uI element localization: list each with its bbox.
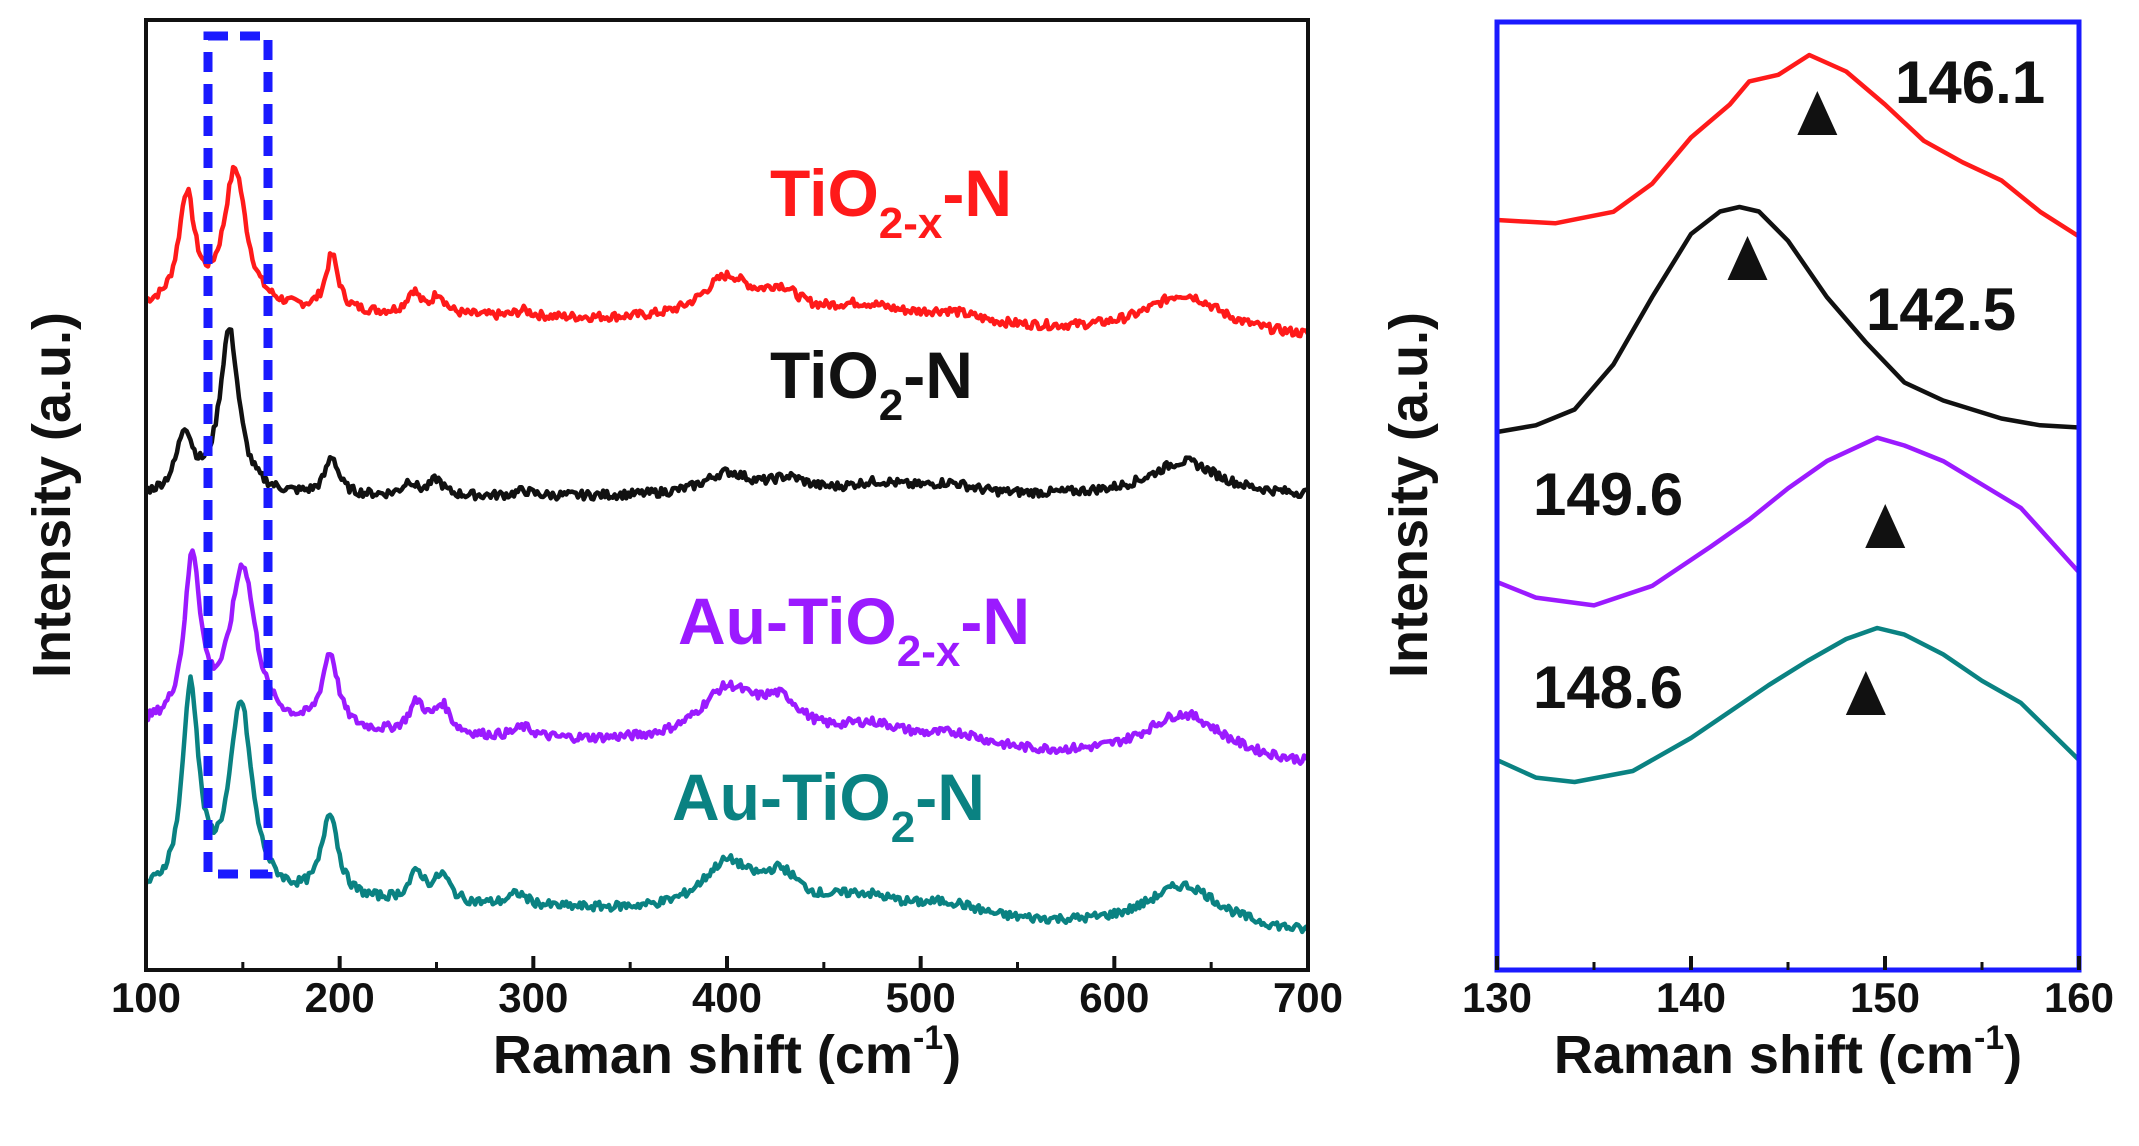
series-label-tio2x-n: TiO2-x-N	[770, 156, 1012, 248]
left-x-tick-label-6: 700	[1273, 974, 1343, 1021]
left-x-tick-label-2: 300	[498, 974, 568, 1021]
left-x-tick-label-3: 400	[692, 974, 762, 1021]
left-x-tick-label-1: 200	[305, 974, 375, 1021]
peak-markers	[1727, 91, 1906, 715]
left-x-ticks: 100 200 300 400 500 600 700	[111, 956, 1343, 1021]
right-x-tick-label-0: 130	[1462, 974, 1532, 1021]
left-panel: 100 200 300 400 500 600 700 Intensity (a.u.) R…	[22, 18, 1343, 1085]
peak-marker-triangle-icon	[1845, 671, 1886, 715]
right-x-tick-label-1: 140	[1656, 974, 1726, 1021]
right-y-axis-title: Intensity (a.u.)	[1379, 312, 1439, 678]
highlight-box	[203, 31, 273, 879]
right-x-axis-title: Raman shift (cm-1)	[1554, 1019, 2022, 1085]
series-label-au-tio2x-n: Au-TiO2-x-N	[678, 584, 1030, 676]
left-y-axis-title: Intensity (a.u.)	[22, 312, 82, 678]
right-x-tick-label-3: 160	[2044, 974, 2114, 1021]
left-series-line-1	[144, 327, 1309, 502]
peak-label-142: 142.5	[1866, 276, 2016, 343]
left-x-tick-label-5: 600	[1079, 974, 1149, 1021]
right-series-line-1	[1496, 204, 2080, 435]
series-label-au-tio2-n: Au-TiO2-N	[672, 760, 985, 852]
peak-marker-triangle-icon	[1727, 236, 1768, 280]
left-series-line-3	[144, 674, 1311, 935]
peak-label-146: 146.1	[1895, 49, 2045, 116]
peak-marker-triangle-icon	[1797, 91, 1838, 135]
left-series-line-2	[145, 548, 1309, 766]
peak-label-149: 149.6	[1533, 461, 1683, 528]
right-series-line-0	[1496, 52, 2081, 239]
peak-marker-triangle-icon	[1865, 504, 1906, 548]
right-x-tick-label-2: 150	[1850, 974, 1920, 1021]
right-series-group	[1496, 52, 2081, 785]
right-panel: 130 140 150 160 Intensity (a.u.) Raman shif…	[1379, 19, 2114, 1085]
left-x-tick-label-4: 500	[886, 974, 956, 1021]
peak-label-148: 148.6	[1533, 654, 1683, 721]
series-label-tio2-n: TiO2-N	[770, 338, 973, 430]
left-x-tick-label-0: 100	[111, 974, 181, 1021]
left-x-axis-title: Raman shift (cm-1)	[493, 1019, 961, 1085]
right-series-line-3	[1496, 625, 2081, 785]
left-series-group	[144, 164, 1311, 935]
right-series-line-2	[1496, 435, 2081, 608]
left-series-line-0	[144, 164, 1310, 339]
right-x-ticks: 130 140 150 160	[1462, 956, 2114, 1021]
